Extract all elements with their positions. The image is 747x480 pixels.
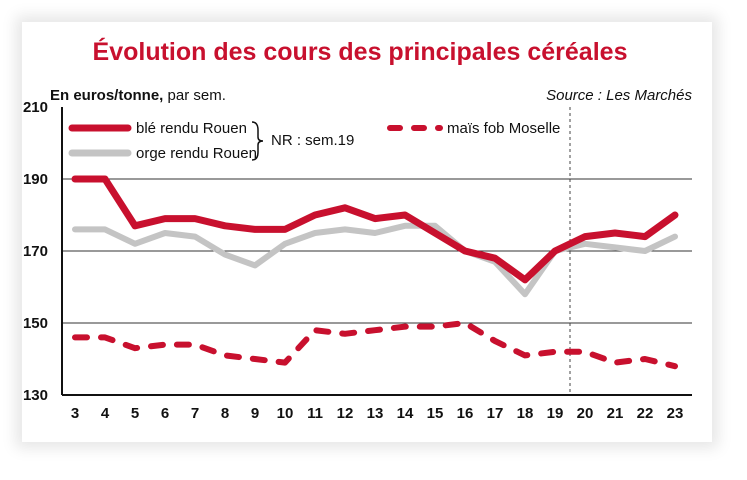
legend-label-ble: blé rendu Rouen xyxy=(136,120,247,137)
x-tick-label: 18 xyxy=(517,405,534,422)
x-tick-label: 9 xyxy=(251,405,259,422)
chart-title: Évolution des cours des principales céré… xyxy=(93,37,628,66)
x-tick-label: 23 xyxy=(667,405,684,422)
x-tick-label: 22 xyxy=(637,405,654,422)
x-tick-label: 8 xyxy=(221,405,229,422)
legend-label-mais: maïs fob Moselle xyxy=(447,120,560,137)
y-tick-labels: 130 150 170 190 210 xyxy=(23,99,48,404)
x-tick-label: 21 xyxy=(607,405,624,422)
x-tick-label: 4 xyxy=(101,405,110,422)
series-line-2 xyxy=(72,320,678,370)
legend-label-orge: orge rendu Rouen xyxy=(136,145,257,162)
source-label: Source : Les Marchés xyxy=(546,87,692,104)
x-tick-label: 12 xyxy=(337,405,354,422)
x-tick-label: 5 xyxy=(131,405,139,422)
x-tick-label: 3 xyxy=(71,405,79,422)
y-tick-label: 130 xyxy=(23,387,48,404)
series-layer xyxy=(71,175,679,370)
gridlines xyxy=(62,178,692,324)
x-tick-label: 15 xyxy=(427,405,444,422)
x-tick-label: 7 xyxy=(191,405,199,422)
x-tick-label: 16 xyxy=(457,405,474,422)
legend-brace xyxy=(251,121,264,161)
unit-label-suffix: par sem. xyxy=(163,87,226,104)
y-tick-label: 170 xyxy=(23,243,48,260)
series-line-1 xyxy=(72,222,678,298)
series-line-0 xyxy=(71,175,679,284)
unit-label: En euros/tonne, par sem. xyxy=(50,87,226,104)
x-tick-label: 17 xyxy=(487,405,504,422)
x-tick-label: 20 xyxy=(577,405,594,422)
y-tick-label: 150 xyxy=(23,315,48,332)
unit-label-main: En euros/tonne, xyxy=(50,87,163,104)
x-tick-label: 14 xyxy=(397,405,414,422)
x-tick-label: 13 xyxy=(367,405,384,422)
legend-note: NR : sem.19 xyxy=(271,132,354,149)
x-tick-label: 11 xyxy=(307,405,323,422)
x-tick-labels: 3 4 5 6 7 8 9 10 11 12 13 14 15 16 17 18 19 20 21 22 23 xyxy=(71,405,684,422)
y-tick-label: 210 xyxy=(23,99,48,116)
x-tick-label: 19 xyxy=(547,405,564,422)
x-tick-label: 6 xyxy=(161,405,169,422)
x-tick-label: 10 xyxy=(277,405,294,422)
y-tick-label: 190 xyxy=(23,171,48,188)
legend: blé rendu Rouen orge rendu Rouen NR : se… xyxy=(68,120,560,162)
